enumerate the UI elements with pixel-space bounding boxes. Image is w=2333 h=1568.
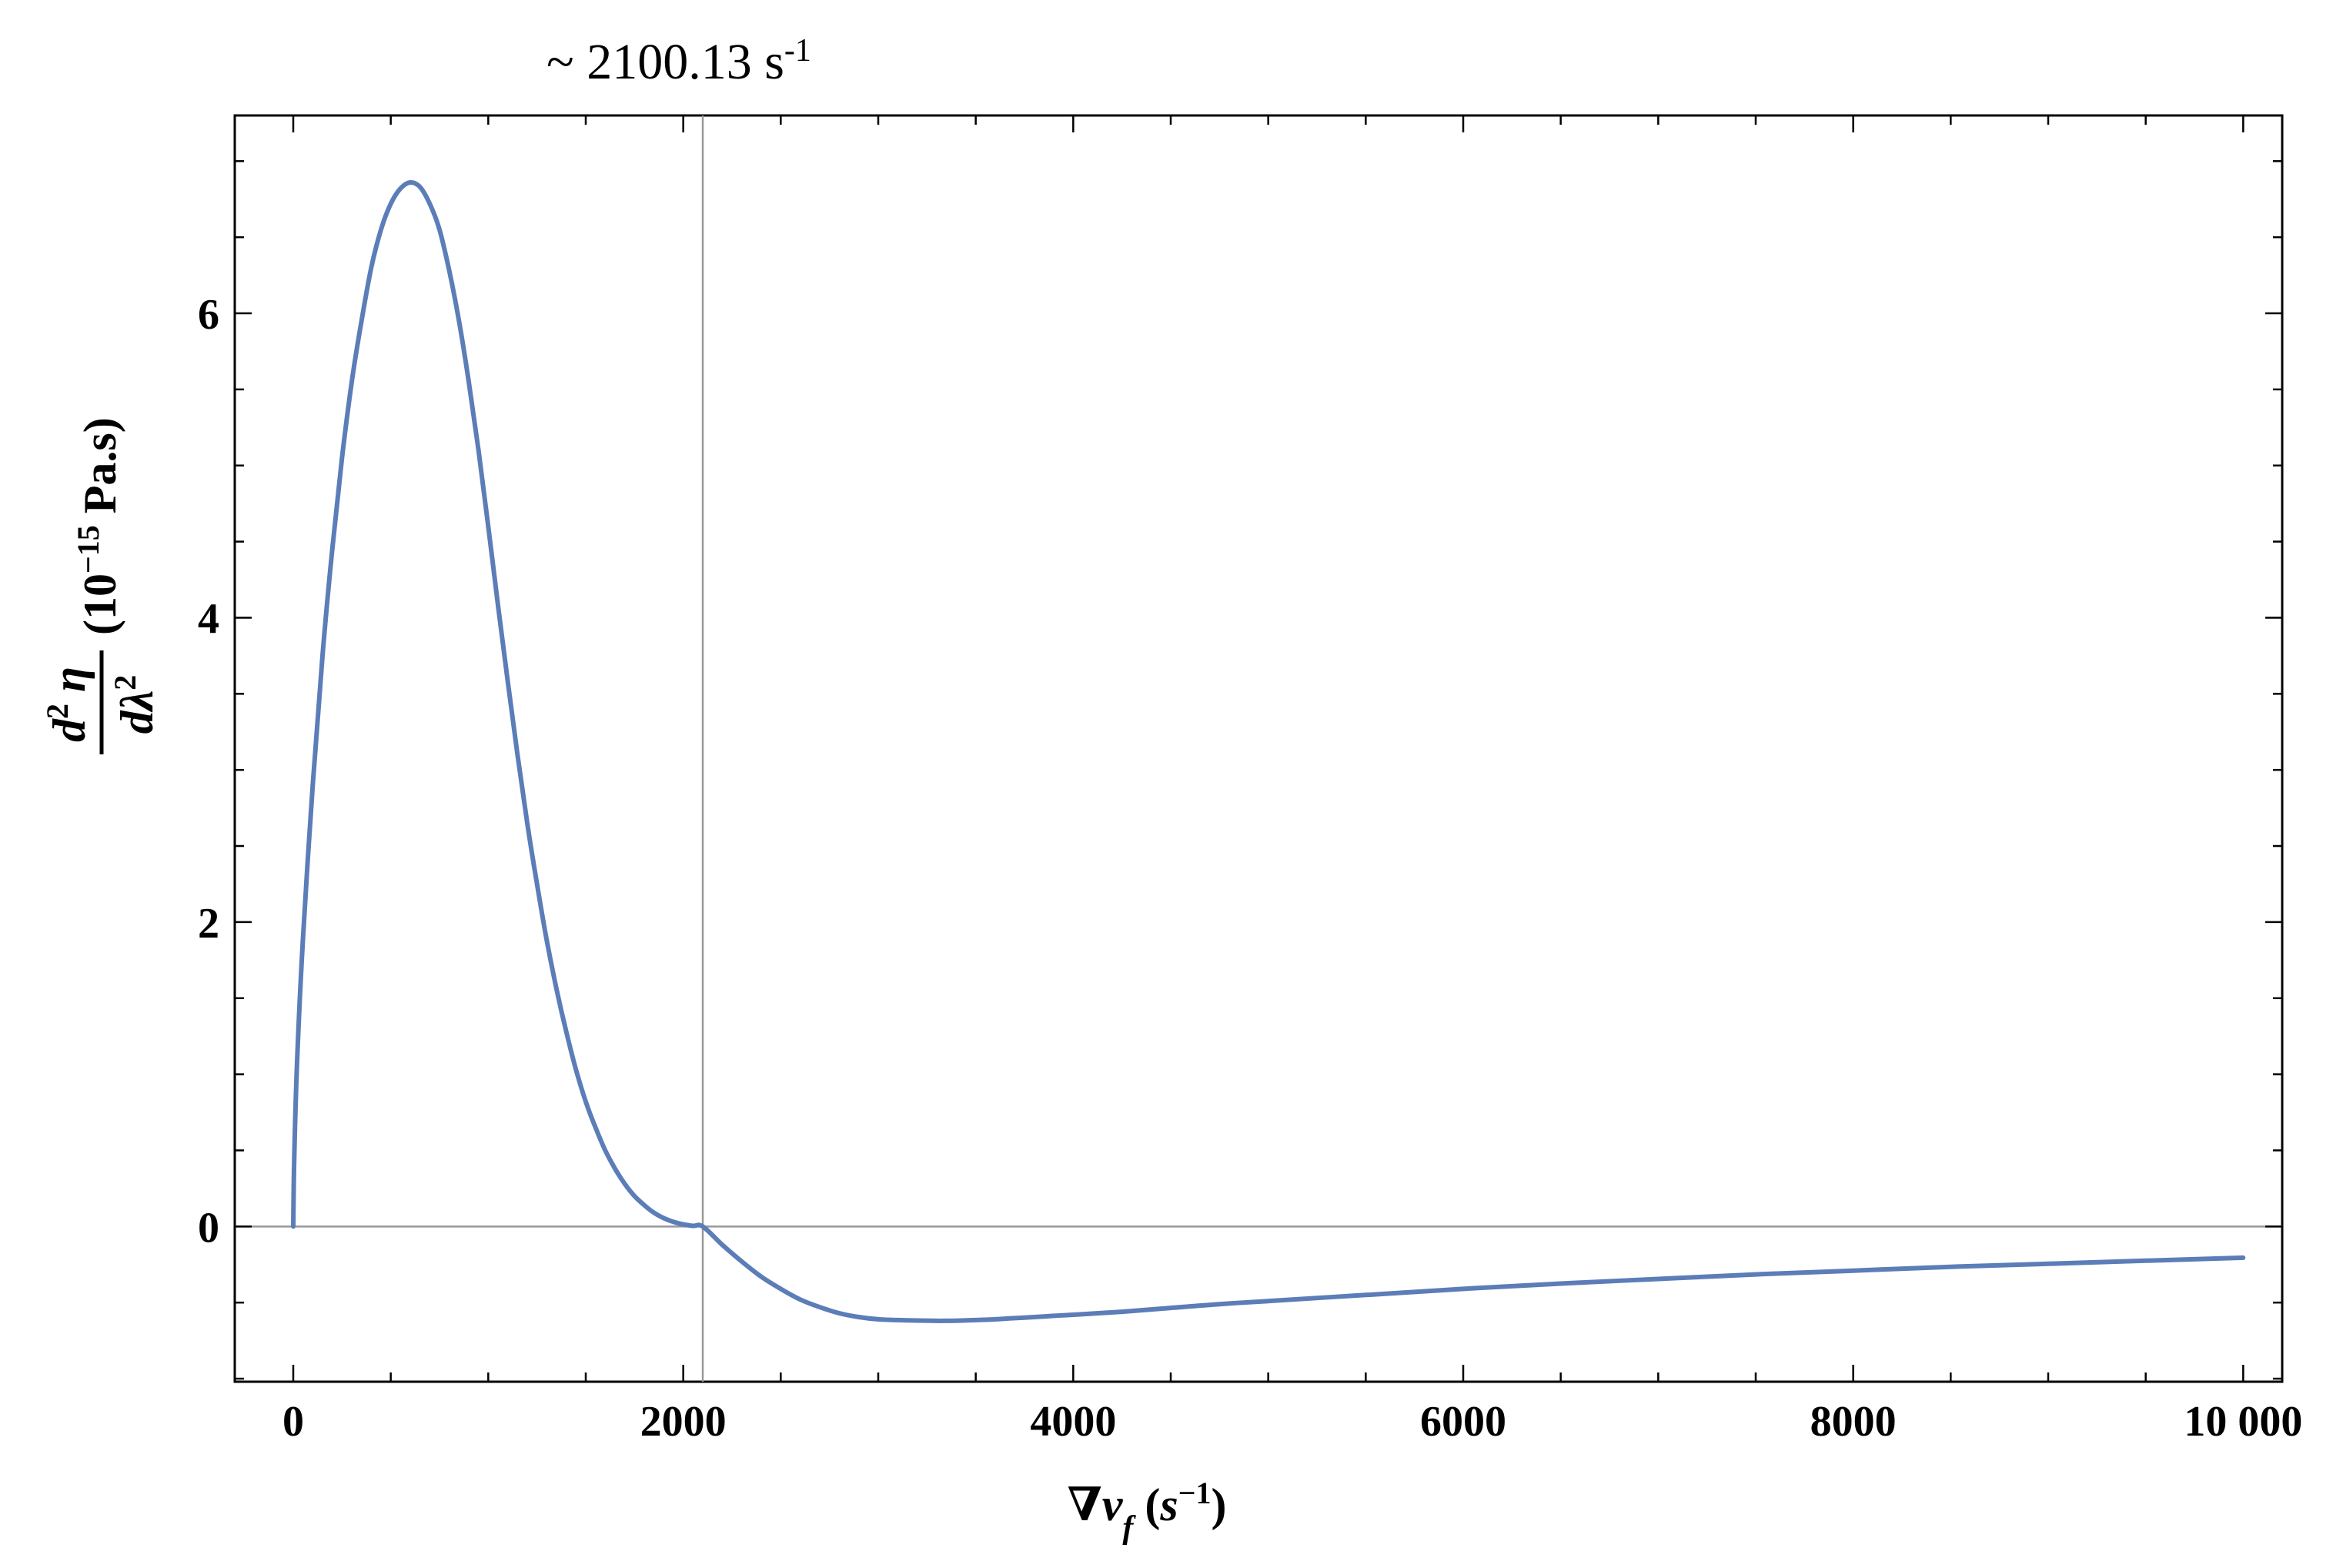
y-axis-unit-open: (10 [75, 573, 125, 635]
x-axis-unit: s [1159, 1479, 1178, 1530]
crossing-annotation-text: ~ 2100.13 s [546, 34, 784, 90]
y-axis-title: d2 η dλ2 (10−15 Pa.s) [40, 417, 163, 754]
x-axis-var: v [1102, 1479, 1124, 1530]
y-axis-unit-sup: −15 [71, 525, 105, 573]
y-axis-denominator: dλ2 [108, 675, 163, 734]
x-tick-label-0: 0 [282, 1398, 304, 1446]
x-tick-label-6000: 6000 [1420, 1398, 1506, 1446]
x-tick-label-2000: 2000 [640, 1398, 727, 1446]
y-tick-label-6: 6 [198, 291, 219, 339]
x-axis-sub: f [1122, 1510, 1136, 1546]
crossing-annotation: ~ 2100.13 s-1 [546, 33, 811, 90]
y-axis-den-var: λ [112, 690, 162, 714]
x-axis-open: ( [1133, 1479, 1160, 1530]
x-axis-unit-sup: −1 [1178, 1476, 1212, 1510]
y-axis-den-sup: 2 [108, 675, 142, 690]
y-tick-label-4: 4 [198, 595, 219, 643]
y-axis-num-var: η [44, 667, 95, 704]
y-axis-numerator: d2 η [40, 667, 95, 742]
y-axis-den-d: d [112, 710, 162, 734]
x-tick-label-10000: 10 000 [2184, 1398, 2302, 1446]
x-tick-label-4000: 4000 [1030, 1398, 1116, 1446]
x-tick-labels: 0 2000 4000 6000 8000 10 000 [282, 1398, 2302, 1446]
x-tick-label-8000: 8000 [1810, 1398, 1897, 1446]
y-axis-unit-close: Pa.s) [75, 417, 125, 525]
x-axis-close: ) [1211, 1479, 1226, 1530]
x-axis-title: ∇vf (s−1) [1068, 1476, 1227, 1546]
y-tick-label-2: 2 [198, 900, 219, 948]
crossing-annotation-sup: -1 [784, 33, 811, 69]
x-axis-nabla: ∇ [1068, 1479, 1102, 1530]
y-tick-label-0: 0 [198, 1204, 219, 1252]
y-axis-num-sup: 2 [40, 704, 75, 719]
y-axis-num-d: d [44, 718, 95, 742]
plot-frame [233, 114, 2284, 1383]
y-tick-labels: 0 2 4 6 [198, 291, 219, 1252]
y-axis-unit: (10−15 Pa.s) [71, 417, 126, 635]
ticks [235, 115, 2282, 1382]
series-line [291, 179, 2246, 1323]
